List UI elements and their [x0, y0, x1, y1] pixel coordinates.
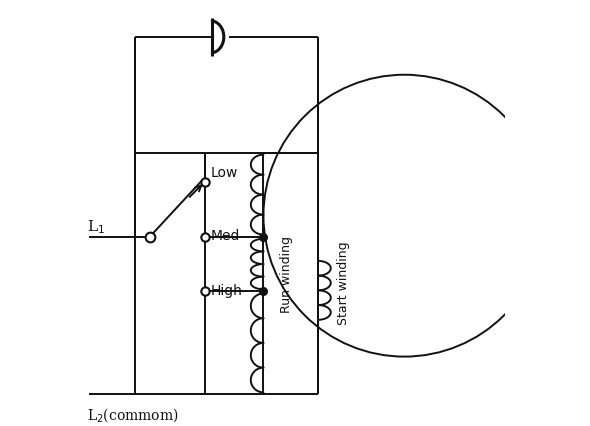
Text: High: High [211, 283, 242, 297]
Text: L$_2$(commom): L$_2$(commom) [87, 405, 178, 423]
Text: Start winding: Start winding [337, 241, 350, 324]
Text: Run winding: Run winding [280, 236, 293, 312]
Text: L$_1$: L$_1$ [87, 217, 105, 235]
Text: Low: Low [211, 165, 238, 179]
Text: Med: Med [211, 229, 240, 243]
